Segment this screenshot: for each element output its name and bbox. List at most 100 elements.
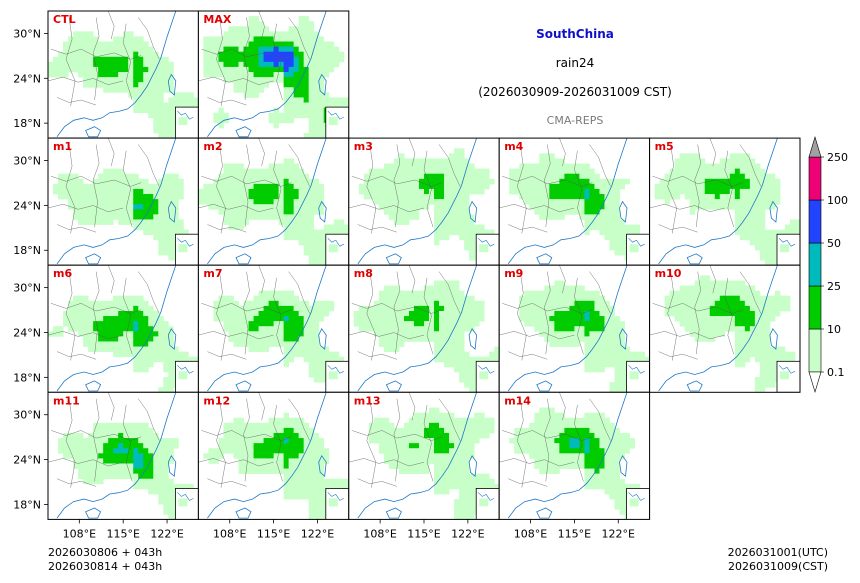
rain-cell bbox=[779, 305, 786, 312]
rain-cell bbox=[729, 280, 736, 286]
rain-cell bbox=[153, 61, 159, 68]
rain-cell bbox=[629, 351, 635, 358]
rain-cell bbox=[273, 341, 280, 347]
rain-cell bbox=[293, 209, 300, 215]
rain-cell bbox=[779, 351, 786, 358]
rain-cell bbox=[579, 204, 585, 210]
rain-cell bbox=[604, 331, 610, 337]
rain-cell bbox=[218, 183, 224, 190]
rain-cell bbox=[78, 56, 84, 63]
rain-cell bbox=[278, 168, 285, 175]
rain-cell bbox=[714, 326, 721, 332]
rain-cell bbox=[464, 514, 470, 520]
rain-cell bbox=[178, 178, 184, 185]
rain-cell bbox=[749, 305, 756, 312]
rain-cell bbox=[464, 468, 470, 475]
rain-cell bbox=[258, 31, 264, 37]
rain-cell bbox=[128, 41, 134, 47]
rain-cell bbox=[479, 473, 485, 480]
rain-cell bbox=[434, 204, 440, 210]
rain-cell bbox=[619, 239, 625, 246]
rain-cell bbox=[288, 488, 295, 495]
rain-cell bbox=[549, 209, 555, 215]
rain-cell bbox=[278, 66, 285, 73]
rain-cell bbox=[88, 331, 94, 337]
rain-cell bbox=[474, 432, 480, 439]
rain-cell bbox=[168, 443, 174, 449]
rain-cell bbox=[744, 326, 751, 332]
rain-cell bbox=[243, 422, 249, 429]
rain-cell bbox=[138, 102, 144, 108]
rain-cell bbox=[138, 463, 144, 469]
rain-cell bbox=[158, 102, 164, 108]
rain-cell bbox=[58, 194, 64, 200]
rain-cell bbox=[278, 51, 285, 58]
panel-title: m6 bbox=[53, 267, 72, 280]
rain-cell bbox=[368, 194, 375, 200]
rain-cell bbox=[88, 458, 94, 464]
rain-cell bbox=[378, 204, 385, 210]
rain-cell bbox=[163, 117, 169, 124]
rain-cell bbox=[449, 463, 455, 469]
rain-cell bbox=[439, 295, 445, 302]
province-border bbox=[92, 144, 100, 228]
rain-cell bbox=[754, 346, 761, 353]
rain-cell bbox=[739, 285, 746, 292]
rain-cell bbox=[739, 341, 746, 347]
province-border bbox=[201, 303, 292, 314]
rain-cell bbox=[253, 199, 259, 205]
rain-cell bbox=[739, 321, 746, 327]
rain-cell bbox=[173, 92, 179, 98]
rain-cell bbox=[133, 300, 139, 307]
rain-cell bbox=[544, 453, 550, 459]
rain-cell bbox=[418, 427, 425, 434]
rain-cell bbox=[133, 295, 139, 302]
rain-cell bbox=[58, 331, 64, 337]
rain-cell bbox=[223, 214, 229, 220]
rain-cell bbox=[408, 183, 415, 190]
rain-cell bbox=[594, 300, 600, 307]
rain-cell bbox=[679, 310, 686, 317]
rain-cell bbox=[73, 204, 79, 210]
rain-cell bbox=[749, 199, 756, 205]
rain-cell bbox=[378, 305, 385, 312]
rain-cell bbox=[168, 478, 174, 485]
rain-cell bbox=[584, 194, 590, 200]
rain-cell bbox=[163, 224, 169, 231]
rain-cell bbox=[248, 31, 254, 37]
rain-cell bbox=[88, 183, 94, 190]
rain-cell bbox=[303, 468, 310, 475]
rain-cell bbox=[393, 331, 400, 337]
rain-cell bbox=[273, 178, 280, 185]
rain-cell bbox=[429, 305, 435, 312]
panel-title: m10 bbox=[655, 267, 682, 280]
rain-cell bbox=[564, 448, 570, 454]
inset-rain bbox=[629, 244, 639, 253]
rain-cell bbox=[68, 443, 74, 449]
rain-cell bbox=[549, 305, 555, 312]
rain-cell bbox=[73, 305, 79, 312]
rain-cell bbox=[464, 209, 470, 215]
rain-cell bbox=[178, 229, 184, 236]
rain-cell bbox=[308, 504, 315, 510]
rain-cell bbox=[298, 493, 305, 500]
rain-cell bbox=[388, 285, 395, 292]
rain-cell bbox=[133, 316, 139, 322]
rain-cell bbox=[118, 310, 124, 317]
rain-cell bbox=[784, 224, 791, 231]
rain-cell bbox=[594, 188, 600, 195]
rain-cell bbox=[83, 438, 89, 444]
rain-cell bbox=[73, 188, 79, 195]
rain-cell bbox=[303, 209, 310, 215]
rain-cell bbox=[208, 453, 214, 459]
rain-cell bbox=[383, 417, 390, 424]
rain-cell bbox=[564, 188, 570, 195]
rain-cell bbox=[78, 41, 84, 47]
rain-cell bbox=[549, 458, 555, 464]
rain-cell bbox=[93, 82, 99, 88]
rain-cell bbox=[454, 366, 460, 373]
rain-cell bbox=[318, 377, 325, 383]
rain-cell bbox=[58, 61, 64, 68]
rain-cell bbox=[243, 51, 249, 58]
rain-cell bbox=[679, 295, 686, 302]
